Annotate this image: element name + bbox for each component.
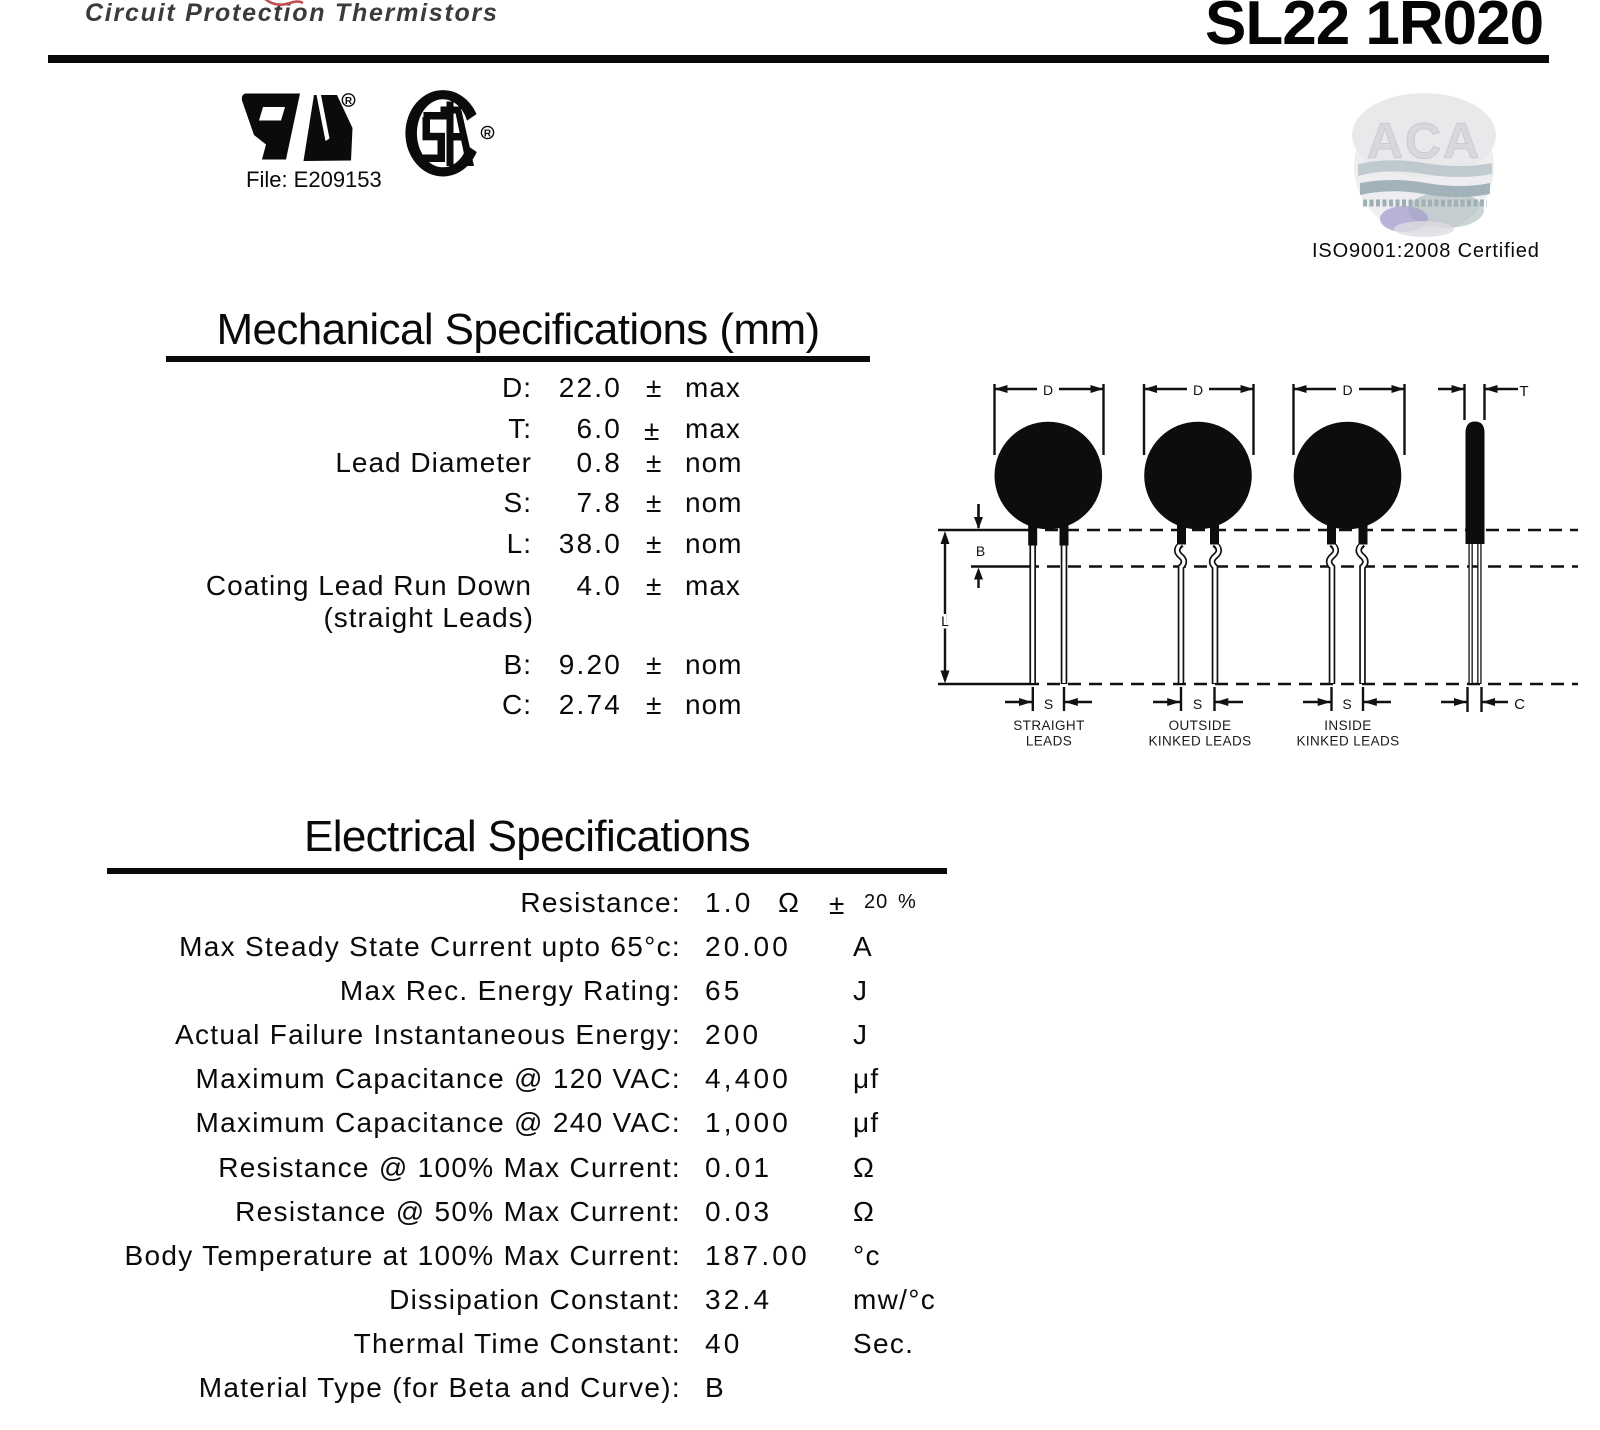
- svg-text:KINKED LEADS: KINKED LEADS: [1148, 734, 1251, 749]
- svg-text:R: R: [484, 128, 492, 139]
- svg-text:STRAIGHT: STRAIGHT: [1013, 718, 1084, 733]
- svg-text:D: D: [1043, 382, 1053, 398]
- svg-text:D: D: [1342, 382, 1352, 398]
- svg-text:KINKED LEADS: KINKED LEADS: [1296, 734, 1399, 749]
- svg-text:D: D: [1193, 382, 1203, 398]
- svg-text:LEADS: LEADS: [1026, 734, 1072, 749]
- svg-text:S: S: [1193, 696, 1202, 712]
- svg-text:R: R: [345, 96, 353, 107]
- svg-text:C: C: [1514, 696, 1525, 713]
- svg-text:INSIDE: INSIDE: [1324, 718, 1371, 733]
- svg-text:OUTSIDE: OUTSIDE: [1169, 718, 1232, 733]
- svg-text:S: S: [1342, 696, 1351, 712]
- svg-text:L: L: [941, 613, 949, 629]
- svg-text:T: T: [1519, 383, 1528, 400]
- svg-text:S: S: [1044, 696, 1053, 712]
- svg-text:B: B: [976, 543, 985, 559]
- svg-text:ACA: ACA: [1367, 113, 1481, 169]
